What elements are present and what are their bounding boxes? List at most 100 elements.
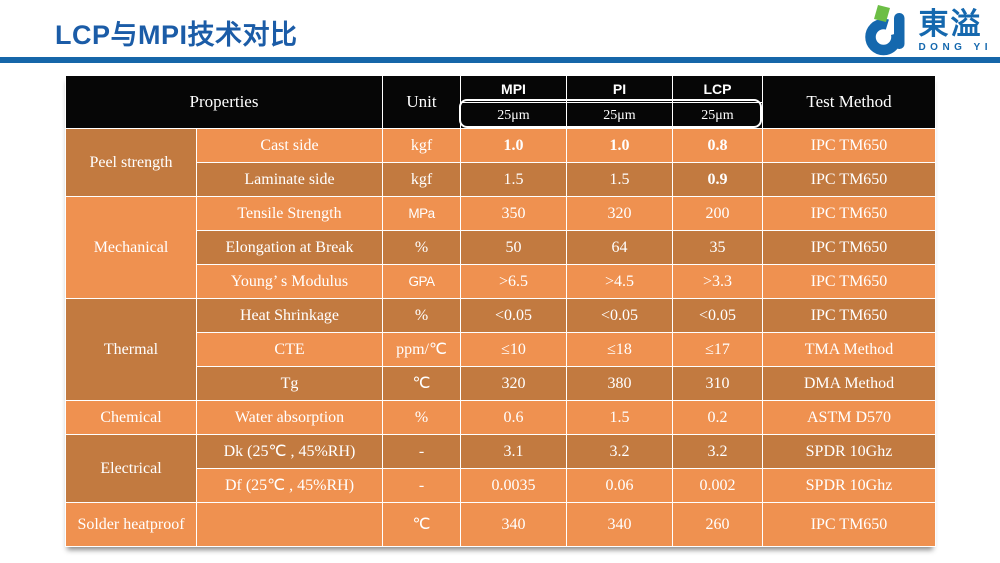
table-row: Df (25℃ , 45%RH) -0.0035 0.06 0.002 SPDR 10G… [66, 468, 936, 503]
table-row: CTE ppm/℃ ≤10 ≤18 ≤17 TMA Method [66, 332, 936, 367]
unit-cell: % [382, 230, 461, 265]
unit-cell: ppm/℃ [382, 332, 461, 367]
method-cell: SPDR 10Ghz [762, 468, 936, 503]
lcp-value-cell: 310 [672, 366, 763, 401]
pi-value-cell: <0.05 [566, 298, 673, 333]
pi-value-cell: 1.0 [566, 128, 673, 163]
table-row: Peel strength Cast side kgf 1.0 1.0 0.8 IPC TM… [65, 128, 936, 197]
table-row: Tg ℃ 320 380 310 DMA Method [66, 366, 936, 401]
header-pi-thickness: 25μm [566, 102, 673, 129]
mpi-value-cell: 3.1 [460, 434, 567, 469]
property-cell [196, 502, 383, 547]
category-cell: Chemical [65, 400, 197, 435]
category-cell: Electrical [65, 434, 197, 503]
lcp-value-cell: ≤17 [672, 332, 763, 367]
mpi-value-cell: 50 [460, 230, 567, 265]
unit-cell: kgf [382, 128, 461, 163]
header-material-pi: PI [566, 75, 673, 103]
unit-cell: % [382, 400, 461, 435]
pi-value-cell: 0.06 [566, 468, 673, 503]
unit-cell: ℃ [382, 366, 461, 401]
property-cell: Elongation at Break [196, 230, 383, 265]
logo-name: 東溢 [918, 8, 983, 41]
mpi-value-cell: ≤10 [460, 332, 567, 367]
method-cell: IPC TM650 [762, 502, 936, 547]
lcp-value-cell: <0.05 [672, 298, 763, 333]
method-cell: IPC TM650 [762, 264, 936, 299]
lcp-value-cell: 3.2 [672, 434, 763, 469]
header-properties: Properties [65, 75, 383, 129]
mpi-value-cell: 1.0 [460, 128, 567, 163]
property-cell: Young’ s Modulus [196, 264, 383, 299]
category-cell: Thermal [65, 298, 197, 401]
header-material-lcp: LCP [672, 75, 763, 103]
pi-value-cell: 340 [566, 502, 673, 547]
lcp-value-cell: 0.8 [672, 128, 763, 163]
method-cell: SPDR 10Ghz [762, 434, 936, 469]
header-test-method: Test Method [762, 75, 936, 129]
page-title: LCP与MPI技术对比 [55, 20, 298, 50]
header-lcp-thickness: 25μm [672, 102, 763, 129]
method-cell: ASTM D570 [762, 400, 936, 435]
method-cell: IPC TM650 [762, 298, 936, 333]
pi-value-cell: >4.5 [566, 264, 673, 299]
title-divider-rule [0, 57, 1000, 63]
unit-cell: kgf [382, 162, 461, 197]
table-body: Peel strength Cast side kgf 1.0 1.0 0.8 IPC TM… [65, 128, 936, 547]
property-cell: Heat Shrinkage [196, 298, 383, 333]
method-cell: TMA Method [762, 332, 936, 367]
logo-d-icon [865, 5, 914, 56]
mpi-value-cell: 1.5 [460, 162, 567, 197]
pi-value-cell: 1.5 [566, 400, 673, 435]
property-cell: Df (25℃ , 45%RH) [196, 468, 383, 503]
pi-value-cell: ≤18 [566, 332, 673, 367]
property-cell: Tensile Strength [196, 196, 383, 231]
table-row: Mechanical Tensile Strength MPa 350 320 200 IP… [65, 196, 936, 299]
property-cell: Water absorption [196, 400, 383, 435]
method-cell: IPC TM650 [762, 196, 936, 231]
header-mpi-thickness: 25μm [460, 102, 567, 129]
method-cell: IPC TM650 [762, 162, 936, 197]
lcp-value-cell: >3.3 [672, 264, 763, 299]
logo-text: 東溢 DONG YI [918, 8, 992, 54]
method-cell: IPC TM650 [762, 128, 936, 163]
mpi-value-cell: 0.6 [460, 400, 567, 435]
table-row: Young’ s Modulus GPA >6.5 >4.5 >3.3 IPC TM650 [66, 264, 936, 299]
mpi-value-cell: 350 [460, 196, 567, 231]
lcp-value-cell: 260 [672, 502, 763, 547]
header-unit: Unit [382, 75, 461, 129]
table-row: Electrical Dk (25℃ , 45%RH) -3.1 3.2 3.2 SPDR… [65, 434, 936, 503]
pi-value-cell: 320 [566, 196, 673, 231]
unit-cell: ℃ [382, 502, 461, 547]
pi-value-cell: 1.5 [566, 162, 673, 197]
category-cell: Peel strength [65, 128, 197, 197]
method-cell: IPC TM650 [762, 230, 936, 265]
property-cell: CTE [196, 332, 383, 367]
logo-subtitle: DONG YI [918, 42, 992, 53]
unit-cell: - [382, 468, 461, 503]
mpi-value-cell: <0.05 [460, 298, 567, 333]
lcp-value-cell: 200 [672, 196, 763, 231]
lcp-value-cell: 0.9 [672, 162, 763, 197]
unit-cell: % [382, 298, 461, 333]
category-cell: Solder heatproof [65, 502, 197, 547]
property-cell: Laminate side [196, 162, 383, 197]
company-logo: 東溢 DONG YI [860, 3, 992, 59]
unit-cell: MPa [382, 196, 461, 231]
table-row: Chemical Water absorption% 0.6 1.5 0.2 ASTM D… [65, 400, 936, 435]
mpi-value-cell: 320 [460, 366, 567, 401]
unit-cell: - [382, 434, 461, 469]
pi-value-cell: 380 [566, 366, 673, 401]
lcp-value-cell: 0.002 [672, 468, 763, 503]
category-cell: Mechanical [65, 196, 197, 299]
unit-cell: GPA [382, 264, 461, 299]
method-cell: DMA Method [762, 366, 936, 401]
table-row: Elongation at Break% 50 64 35 IPC TM650 [66, 230, 936, 265]
mpi-value-cell: 340 [460, 502, 567, 547]
header-material-mpi: MPI [460, 75, 567, 103]
table-row: Thermal Heat Shrinkage% <0.05 <0.05 <0.05 IPC… [65, 298, 936, 401]
properties-table: Properties Unit MPI PI LCP Test Method 2… [65, 75, 936, 547]
lcp-value-cell: 0.2 [672, 400, 763, 435]
comparison-table: Properties Unit MPI PI LCP Test Method 2… [65, 75, 936, 547]
